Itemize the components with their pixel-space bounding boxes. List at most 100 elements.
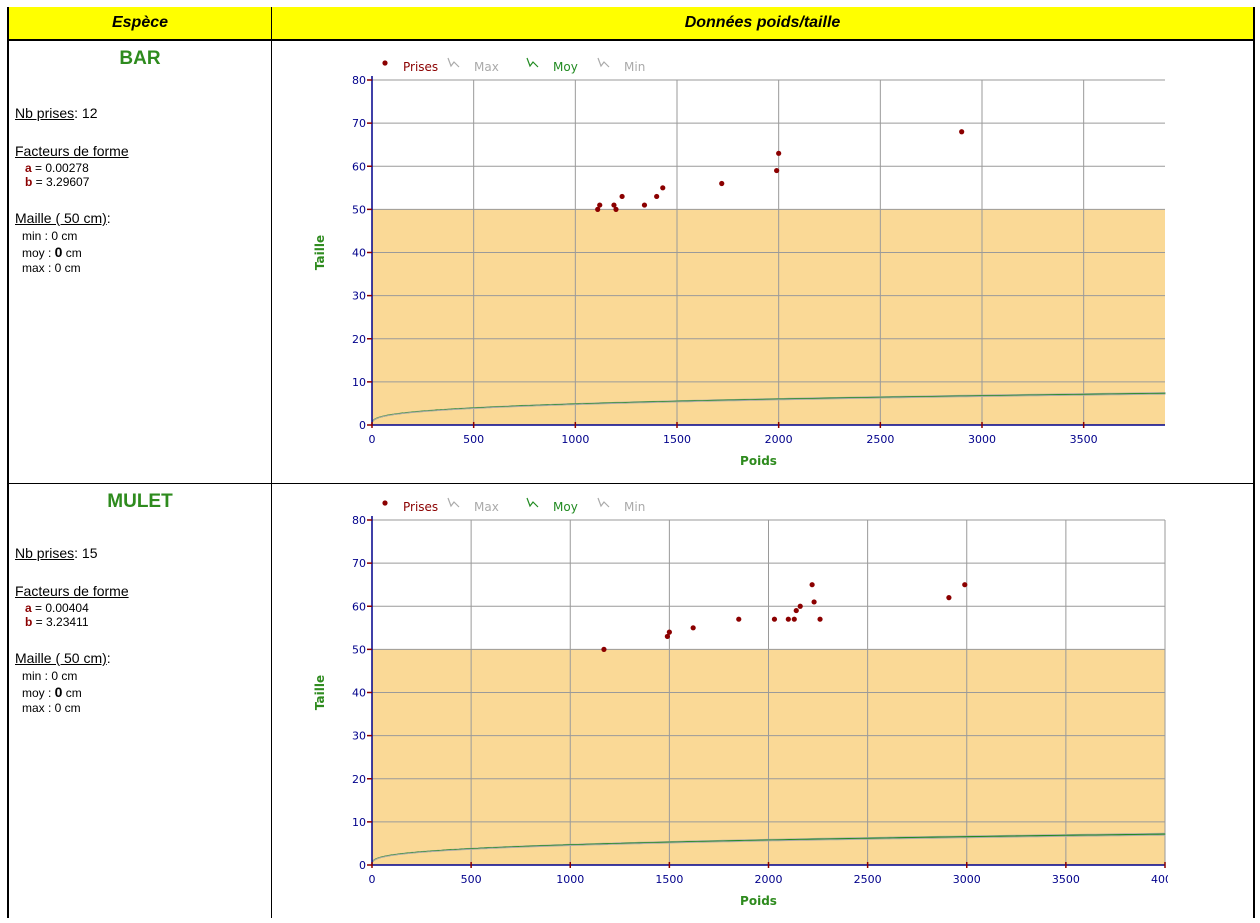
data-point	[595, 206, 601, 212]
data-point	[946, 595, 952, 601]
legend-label-prises: Prises	[403, 60, 438, 74]
y-tick-label: 60	[352, 160, 366, 173]
maille-moy: moy : 0 cm	[22, 244, 82, 260]
y-tick-label: 0	[359, 419, 366, 432]
x-tick-label: 1500	[655, 873, 683, 886]
legend-marker-prises	[382, 500, 388, 506]
data-point	[774, 167, 780, 174]
data-point	[776, 150, 782, 156]
x-tick-label: 3500	[1052, 873, 1080, 886]
y-tick-label: 20	[352, 773, 366, 786]
maille-max: max : 0 cm	[22, 261, 81, 275]
data-point	[597, 202, 603, 208]
data-point	[793, 607, 799, 614]
y-tick-label: 10	[352, 376, 366, 389]
legend-marker-max	[447, 497, 460, 508]
legend-marker-moy	[526, 497, 539, 508]
form-factors-title: Facteurs de forme	[15, 583, 129, 599]
x-tick-label: 1000	[561, 433, 589, 446]
data-point	[664, 633, 670, 640]
chart-svg-mulet: 0 10 20 30 40 50 60 70 80 0 500 1000 1500 2000 2500 300…	[313, 497, 1168, 908]
x-tick-label: 0	[369, 433, 376, 446]
maille-max: max : 0 cm	[22, 701, 81, 715]
curve-min	[371, 834, 1166, 863]
data-point	[785, 616, 791, 622]
coef-a: a = 0.00404	[25, 601, 89, 615]
form-factors-title: Facteurs de forme	[15, 143, 129, 159]
y-tick-label: 30	[352, 730, 366, 743]
header-species: Espèce	[9, 7, 271, 41]
y-tick-label: 0	[359, 859, 366, 872]
x-tick-label: 0	[369, 873, 376, 886]
legend-label-prises: Prises	[403, 500, 438, 514]
maille-title: Maille ( 50 cm):	[15, 650, 111, 666]
chart-mulet: 0 10 20 30 40 50 60 70 80 0 500 1000 1500 2000 2500 300…	[290, 488, 1168, 923]
x-tick-label: 4000	[1151, 873, 1168, 886]
x-tick-label: 2500	[866, 433, 894, 446]
legend-label-min: Min	[624, 60, 645, 74]
y-tick-label: 80	[352, 514, 366, 527]
legend-marker-prises	[382, 60, 388, 66]
x-tick-label: 2500	[854, 873, 882, 886]
y-tick-label: 50	[352, 643, 366, 656]
legend-marker-moy	[526, 57, 539, 68]
chart-bar: 0 10 20 30 40 50 60 70 80 0 500 1000 1500 2000 2500 300…	[290, 48, 1168, 483]
data-point	[666, 629, 672, 635]
species-info: Nb prises: 12 Facteurs de forme a = 0.00…	[15, 105, 129, 275]
data-point	[962, 582, 968, 588]
x-tick-label: 3000	[953, 873, 981, 886]
column-divider	[271, 7, 272, 918]
header-data: Données poids/taille	[272, 7, 1253, 41]
x-tick-label: 3000	[968, 433, 996, 446]
data-point	[654, 193, 660, 200]
data-point	[613, 206, 619, 212]
data-point	[811, 599, 817, 605]
coef-b: b = 3.23411	[25, 615, 89, 629]
x-tick-label: 2000	[765, 433, 793, 446]
legend-label-max: Max	[474, 60, 499, 74]
coef-a: a = 0.00278	[25, 161, 89, 175]
x-tick-label: 500	[463, 433, 484, 446]
chart-svg-bar: 0 10 20 30 40 50 60 70 80 0 500 1000 1500 2000 2500 300…	[313, 57, 1166, 468]
legend-marker-max	[447, 57, 460, 68]
data-point	[959, 129, 965, 135]
legend-label-min: Min	[624, 500, 645, 514]
data-point	[771, 616, 778, 622]
legend-marker-min	[597, 57, 610, 68]
x-tick-label: 1500	[663, 433, 691, 446]
y-axis-title: Taille	[313, 675, 327, 710]
data-point	[611, 202, 617, 208]
species-name: MULET	[107, 491, 173, 512]
x-tick-label: 2000	[755, 873, 783, 886]
data-point	[619, 193, 625, 200]
y-tick-label: 50	[352, 203, 366, 216]
data-point	[660, 185, 666, 191]
y-tick-label: 30	[352, 290, 366, 303]
data-point	[797, 603, 803, 609]
species-info: Nb prises: 15 Facteurs de forme a = 0.00…	[15, 545, 129, 715]
y-tick-label: 70	[352, 557, 366, 570]
shaded-band	[372, 209, 1165, 425]
x-tick-label: 500	[461, 873, 482, 886]
legend-label-moy: Moy	[553, 60, 578, 74]
catch-count: Nb prises: 15	[15, 545, 98, 561]
y-axis-title: Taille	[313, 235, 327, 270]
maille-title: Maille ( 50 cm):	[15, 210, 111, 226]
data-point	[736, 616, 742, 622]
row-divider	[7, 483, 1255, 484]
y-tick-label: 10	[352, 816, 366, 829]
data-point	[791, 616, 797, 622]
coef-b: b = 3.29607	[25, 175, 90, 189]
x-axis-title: Poids	[740, 454, 777, 468]
x-axis-title: Poids	[740, 894, 777, 908]
y-tick-label: 40	[352, 247, 366, 260]
x-tick-label: 1000	[556, 873, 584, 886]
data-point	[690, 625, 696, 631]
maille-min: min : 0 cm	[22, 669, 78, 683]
legend-label-max: Max	[474, 500, 499, 514]
legend-marker-min	[597, 497, 610, 508]
maille-moy: moy : 0 cm	[22, 684, 82, 700]
legend-label-moy: Moy	[553, 500, 578, 514]
curve-min	[371, 393, 1166, 423]
data-point	[809, 582, 815, 588]
